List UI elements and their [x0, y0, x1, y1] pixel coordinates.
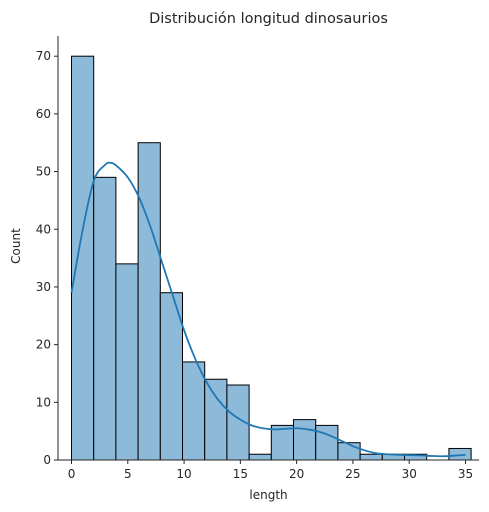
x-tick-label: 5: [124, 467, 132, 481]
y-tick-label: 50: [36, 165, 51, 179]
kde-line: [70, 161, 466, 458]
x-tick-label: 0: [68, 467, 76, 481]
x-tick-label: 25: [345, 467, 360, 481]
y-tick-label: 70: [36, 49, 51, 63]
x-tick-label: 30: [402, 467, 417, 481]
x-axis-label: length: [249, 488, 287, 502]
y-tick-label: 40: [36, 222, 51, 236]
histogram-bar: [293, 419, 317, 461]
y-axis-label: Count: [9, 228, 23, 264]
histogram-bar: [448, 447, 472, 461]
x-tick-label: 15: [233, 467, 248, 481]
histogram-bar: [204, 378, 228, 461]
histogram-bar: [359, 453, 383, 461]
y-tick-label: 10: [36, 395, 51, 409]
y-tick-label: 60: [36, 107, 51, 121]
histogram-bar: [71, 55, 95, 461]
y-tick-label: 20: [36, 338, 51, 352]
axes-layer: 0 5 10 15 20 25 30 35 0 10 20 30 40 50 60 70: [36, 36, 479, 481]
histogram-bar: [182, 361, 206, 461]
x-tick-label: 10: [176, 467, 191, 481]
bars-layer: [71, 55, 472, 461]
histogram-bar: [93, 176, 117, 461]
chart-title: Distribución longitud dinosaurios: [149, 11, 388, 27]
x-tick-label: 35: [458, 467, 473, 481]
histogram-bar: [315, 424, 339, 461]
histogram-bar: [270, 424, 295, 461]
y-tick-label: 0: [43, 453, 51, 467]
x-tick-label: 20: [289, 467, 304, 481]
histogram-bar: [248, 453, 272, 461]
histogram-bar: [137, 142, 161, 461]
y-tick-label: 30: [36, 280, 51, 294]
histogram-bar: [115, 263, 139, 461]
